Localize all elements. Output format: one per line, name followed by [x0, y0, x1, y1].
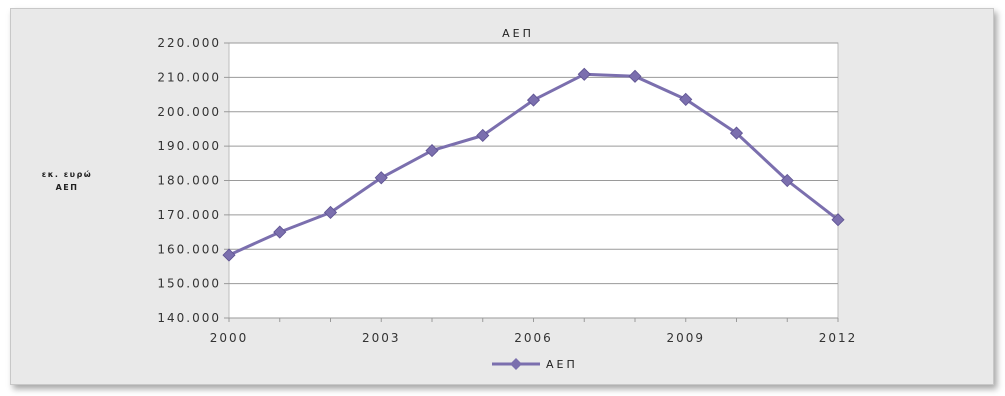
- y-axis-label-line-1: εκ. ευρώ: [42, 169, 93, 179]
- data-point-marker: [679, 92, 693, 106]
- series-group: [222, 67, 845, 262]
- y-tick-label: 190.000: [157, 139, 221, 153]
- data-point-marker: [323, 205, 338, 220]
- y-axis-label-line-2: ΑΕΠ: [56, 183, 79, 192]
- y-tick-label: 150.000: [157, 277, 221, 291]
- data-point-marker: [374, 171, 388, 185]
- legend-marker-diamond: [510, 358, 522, 370]
- legend-label: ΑΕΠ: [546, 358, 578, 371]
- legend: ΑΕΠ: [492, 358, 578, 371]
- data-point-marker: [476, 128, 490, 143]
- y-tick-label: 140.000: [157, 311, 221, 325]
- x-tick-label: 2000: [210, 331, 249, 345]
- data-point-marker: [729, 126, 744, 140]
- chart-title: ΑΕΠ: [502, 27, 534, 40]
- y-tick-label: 180.000: [157, 174, 221, 188]
- x-tick-labels: 2000 2003 2006 2009 2012: [210, 331, 858, 345]
- x-tick-label: 2012: [819, 331, 858, 345]
- data-point-marker: [577, 67, 591, 81]
- x-tick-label: 2003: [362, 331, 401, 345]
- data-point-marker: [425, 144, 439, 158]
- x-tick-label: 2006: [514, 331, 553, 345]
- data-point-marker: [273, 225, 287, 239]
- data-point-marker: [780, 173, 794, 188]
- grid: [224, 42, 839, 322]
- data-point-marker: [831, 213, 845, 227]
- data-point-marker: [222, 248, 236, 262]
- y-tick-label: 170.000: [157, 208, 221, 222]
- data-point-marker: [526, 93, 541, 107]
- data-point-marker: [628, 69, 642, 83]
- y-tick-label: 210.000: [157, 70, 221, 84]
- y-tick-label: 160.000: [157, 242, 221, 256]
- x-tick-label: 2009: [666, 331, 705, 345]
- y-tick-label: 200.000: [157, 105, 221, 119]
- y-tick-label: 220.000: [157, 36, 221, 50]
- y-tick-labels: 140.000 150.000 160.000 170.000 180.000 190.0…: [157, 36, 221, 325]
